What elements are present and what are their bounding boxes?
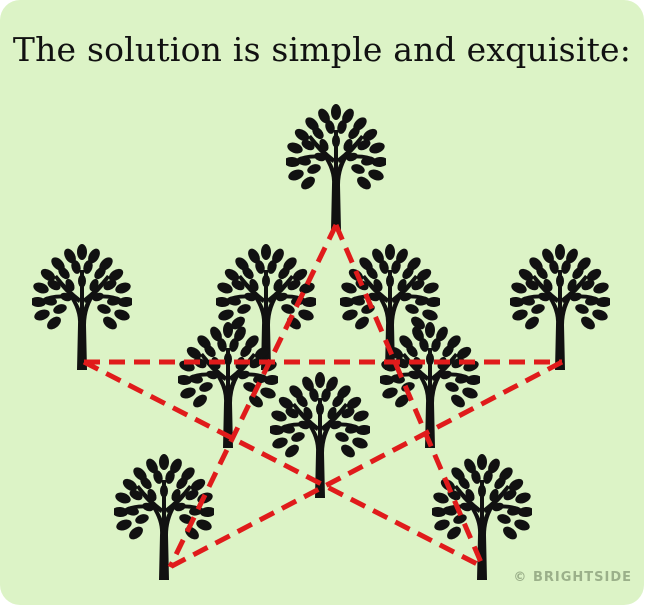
tree-center xyxy=(270,372,370,498)
tree-left-outer xyxy=(32,244,132,370)
star-line-top-to-bottom-right xyxy=(333,224,486,568)
tree-bottom-left xyxy=(114,454,214,580)
tree-top-center xyxy=(286,104,386,230)
page-title: The solution is simple and exquisite: xyxy=(12,30,632,69)
brand-watermark: © BRIGHTSIDE xyxy=(513,570,632,585)
star-line-top-to-bottom-left xyxy=(167,223,339,569)
star-line-left-to-bottom-right xyxy=(82,359,485,570)
tree-right-outer xyxy=(510,244,610,370)
tree-bottom-right xyxy=(432,454,532,580)
